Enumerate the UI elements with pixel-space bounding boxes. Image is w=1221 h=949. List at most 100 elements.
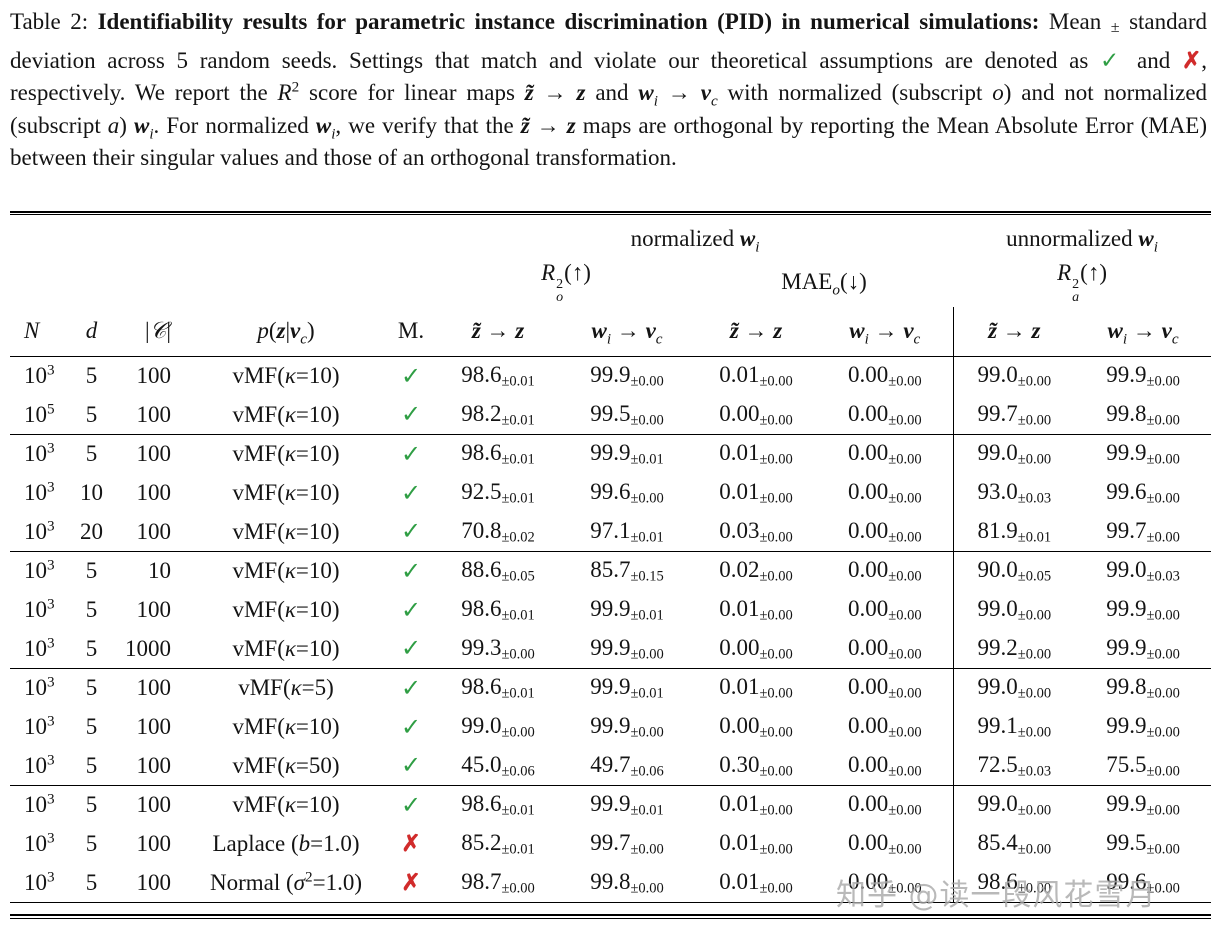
cell-value: 0.00±0.00: [847, 829, 922, 858]
group-header-normalized: normalized wi: [630, 225, 760, 256]
cell-value: 0.00±0.00: [817, 668, 954, 708]
col-header-zmap-r2a: z̃ → z: [952, 306, 1076, 357]
cell-value: 99.7±0.00: [1106, 517, 1180, 546]
group-header-row: normalized wi unnormalized wi: [10, 221, 1211, 257]
cell-value: 93.0±0.03: [952, 473, 1076, 513]
check-icon: ✓: [400, 480, 422, 507]
cell-d: 5: [85, 714, 98, 739]
cell-value: 90.0±0.05: [952, 551, 1076, 591]
cell-N: 105: [24, 400, 55, 427]
cell-value: 98.6±0.01: [437, 434, 560, 474]
table-row: 103 10 100 vMF(κ=10) ✓ 92.5±0.01 99.6±0.00 0.01…: [10, 473, 1211, 513]
col-header-wmap-mae: wi → vc: [817, 306, 954, 357]
table-header: normalized wi unnormalized wi R 2 o (↑) MAE…: [10, 221, 1212, 357]
cell-match: ✓: [385, 630, 437, 669]
cell-distribution: vMF(κ=10): [187, 551, 385, 591]
cell-value: 98.6±0.01: [461, 595, 535, 624]
cell-distribution: vMF(κ=10): [187, 434, 385, 474]
cell-value: 99.9±0.00: [1106, 712, 1180, 741]
cell-value: 99.9±0.00: [590, 362, 664, 390]
cell-value: 99.8±0.00: [590, 868, 664, 897]
cell-value: 0.00±0.00: [719, 712, 793, 741]
col-header-d: d: [68, 306, 115, 357]
cell-value: 0.00±0.00: [847, 751, 922, 780]
cell-d: 5: [68, 551, 115, 591]
check-icon: ✓: [400, 792, 422, 819]
cell-d: 5: [68, 785, 115, 825]
cell-value: 0.00±0.00: [817, 785, 954, 825]
cell-value: 0.00±0.00: [719, 400, 793, 429]
group-header-spacer: [10, 221, 437, 257]
cell-classes: 10: [115, 551, 187, 591]
cross-icon: ✗: [401, 869, 421, 895]
cell-d: 5: [85, 635, 98, 661]
cell-classes: 100: [136, 363, 172, 389]
cell-classes: 100: [115, 434, 187, 474]
cell-match: ✓: [385, 785, 438, 825]
group-header-unnormalized: unnormalized wi: [1006, 225, 1158, 256]
cell-d: 5: [85, 401, 98, 427]
cell-distribution: Laplace (b=1.0): [212, 831, 360, 856]
cell-value: 0.01±0.00: [719, 362, 793, 390]
cell-value: 0.00±0.00: [847, 478, 922, 507]
table-bottom-rule: [10, 914, 1211, 919]
check-icon: ✓: [400, 519, 422, 546]
cell-classes: 100: [136, 869, 172, 895]
cell-value: 49.7±0.06: [590, 751, 664, 780]
cell-value: 72.5±0.03: [952, 746, 1076, 786]
cell-distribution: vMF(κ=10): [232, 597, 340, 622]
col-header-N: N: [10, 306, 68, 357]
cell-value: 0.00±0.00: [817, 434, 954, 474]
cell-distribution: vMF(κ=10): [232, 363, 340, 389]
cell-N: 103: [24, 517, 55, 544]
check-icon: ✓: [400, 597, 422, 624]
cell-value: 0.01±0.00: [695, 785, 818, 825]
cell-N: 103: [24, 634, 55, 661]
cell-d: 5: [68, 668, 115, 708]
results-table-wrap: normalized wi unnormalized wi R 2 o (↑) MAE…: [10, 210, 1212, 919]
cell-value: 99.3±0.00: [461, 634, 535, 663]
table-row: 103 5 100 vMF(κ=50) ✓ 45.0±0.06 49.7±0.06 0.30±…: [10, 746, 1211, 786]
caption-body: Mean ± standard deviation across 5 rando…: [10, 9, 1208, 170]
cell-value: 0.30±0.00: [719, 751, 793, 780]
cross-icon: ✗: [401, 831, 421, 856]
cell-distribution: vMF(κ=10): [232, 635, 340, 661]
cell-N: 103: [10, 434, 68, 474]
cell-value: 98.6±0.01: [461, 362, 535, 390]
cell-distribution: vMF(κ=10): [232, 518, 340, 544]
cell-value: 99.2±0.00: [952, 629, 1076, 669]
cell-distribution: Normal (σ2=1.0): [210, 868, 362, 895]
cell-d: 5: [85, 831, 98, 856]
table-row: 103 5 100 Laplace (b=1.0) ✗ 85.2±0.01 99.7±0.0…: [10, 824, 1211, 864]
check-icon: ✓: [400, 441, 422, 468]
cell-match: ✓: [385, 434, 438, 474]
paper-table-figure: Table 2: Identifiability results for par…: [0, 6, 1221, 949]
cell-value: 99.9±0.01: [559, 668, 696, 708]
caption-label: Table 2:: [10, 9, 98, 34]
cell-match: ✓: [385, 708, 437, 747]
cell-value: 99.9±0.00: [1106, 595, 1180, 624]
cell-value: 99.0±0.00: [952, 668, 1076, 708]
cell-value: 99.9±0.00: [1075, 434, 1212, 474]
table-caption: Table 2: Identifiability results for par…: [10, 6, 1207, 175]
cell-value: 0.00±0.00: [847, 712, 922, 741]
cell-value: 99.0±0.00: [952, 590, 1076, 630]
cell-classes: 100: [136, 831, 172, 856]
cell-value: 0.01±0.00: [719, 478, 793, 507]
cell-distribution: vMF(κ=10): [232, 714, 340, 739]
cell-value: 0.00±0.00: [719, 634, 793, 663]
cell-value: 0.01±0.00: [695, 668, 818, 708]
col-header-wmap-r2a: wi → vc: [1075, 306, 1212, 357]
metric-header-row: R 2 o (↑) MAEo(↓) R 2 a (↑): [10, 257, 1211, 307]
cell-classes: 100: [136, 518, 172, 544]
cell-d: 5: [85, 869, 98, 895]
cell-value: 75.5±0.00: [1106, 751, 1180, 780]
cell-value: 70.8±0.02: [461, 517, 535, 546]
cell-classes: 1000: [125, 635, 171, 661]
cell-N: 103: [24, 868, 55, 895]
cell-value: 99.6±0.00: [1106, 868, 1180, 897]
check-icon: ✓: [400, 753, 422, 780]
col-header-classes: |𝒞|: [115, 306, 187, 357]
cell-value: 45.0±0.06: [461, 751, 535, 780]
